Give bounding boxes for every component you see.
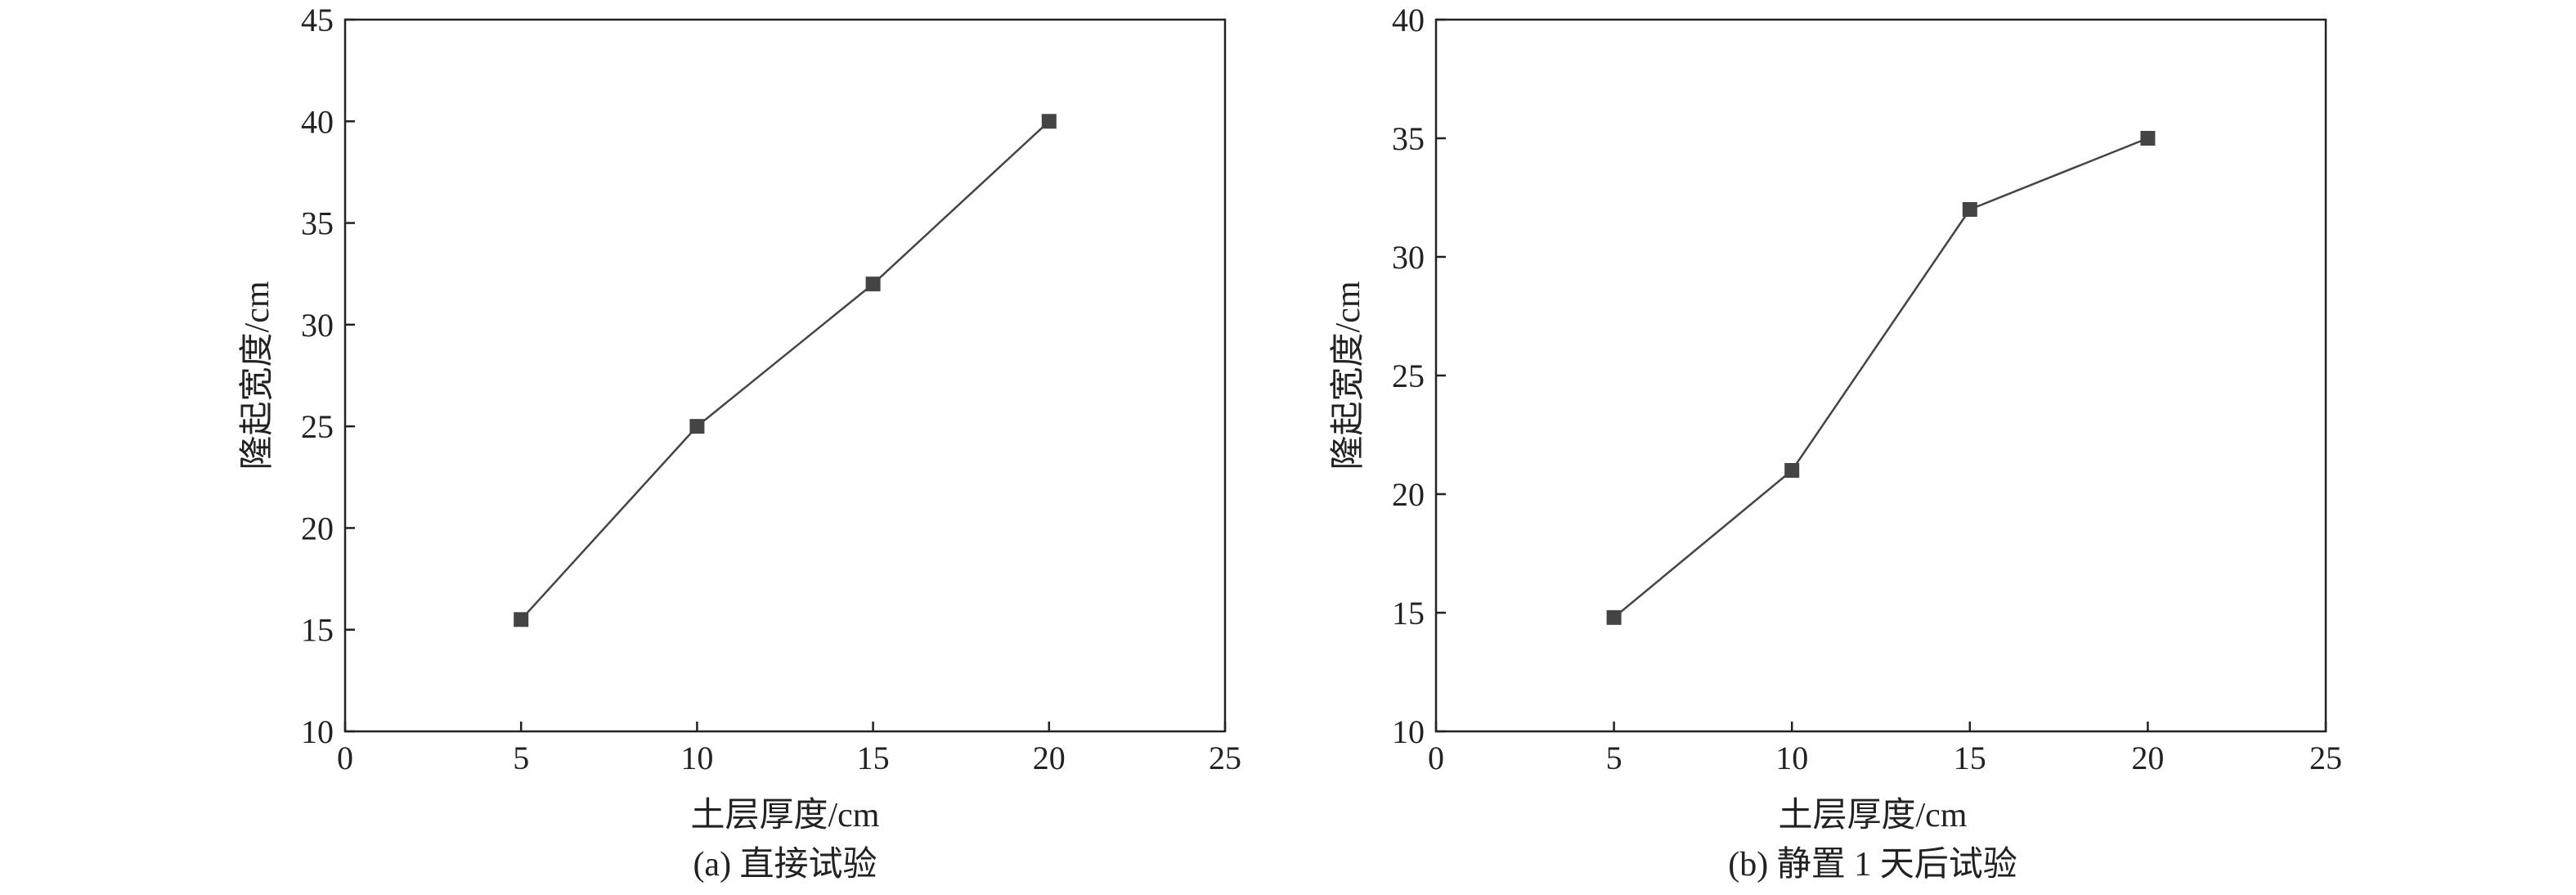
- data-point-marker: [514, 612, 529, 627]
- data-point-marker: [1041, 114, 1057, 129]
- x-tick-label: 15: [857, 740, 890, 776]
- series-line: [520, 120, 1050, 621]
- y-tick-label: 40: [301, 103, 334, 140]
- data-point-marker: [1784, 463, 1800, 478]
- x-ticks-b: 0 5 10 15 20 25: [1428, 722, 2342, 776]
- data-point-marker: [1606, 609, 1622, 625]
- plot-frame-a: [343, 18, 1227, 733]
- x-tick-label: 20: [1033, 740, 1066, 776]
- y-axis-label-b: 隆起宽度/cm: [1329, 281, 1367, 470]
- y-tick-label: 20: [1392, 476, 1425, 513]
- data-point-marker: [865, 277, 881, 292]
- y-axis-label-a: 隆起宽度/cm: [238, 281, 276, 470]
- y-ticks-b: 10 15 20 25 30 35 40: [1392, 2, 1446, 750]
- x-tick-label: 25: [2309, 740, 2342, 776]
- data-point-marker: [689, 419, 705, 434]
- series-line: [1613, 137, 2148, 618]
- y-tick-label: 10: [1392, 713, 1425, 750]
- x-tick-label: 10: [1775, 740, 1808, 776]
- x-axis-label-a: 土层厚度/cm: [691, 797, 880, 834]
- y-ticks-a: 10 15 20 25 30 35 40 45: [301, 2, 355, 750]
- plot-frame-b: [1434, 18, 2327, 733]
- x-tick-label: 15: [1954, 740, 1986, 776]
- x-tick-label: 0: [337, 740, 353, 776]
- x-ticks-a: 0 5 10 15 20 25: [337, 722, 1241, 776]
- x-tick-label: 20: [2131, 740, 2164, 776]
- y-tick-label: 35: [301, 205, 334, 242]
- panel-b: 0 5 10 15 20 25 10 15 20 25 30 35 40 土层厚度/cm 隆起宽度/c…: [1329, 2, 2342, 884]
- x-tick-label: 10: [680, 740, 713, 776]
- caption-b: (b) 静置 1 天后试验: [1728, 845, 2017, 884]
- x-axis-label-b: 土层厚度/cm: [1779, 797, 1968, 834]
- y-tick-label: 10: [301, 713, 334, 750]
- y-tick-label: 25: [1392, 358, 1425, 394]
- y-tick-label: 25: [301, 408, 334, 445]
- series-b: [1606, 131, 2156, 625]
- caption-a: (a) 直接试验: [693, 845, 877, 884]
- y-tick-label: 20: [301, 510, 334, 546]
- panel-a: 0 5 10 15 20 25 10 15 20 25 30 35 40 45 土层厚度/cm 隆起宽度…: [238, 2, 1241, 884]
- data-point-marker: [1962, 202, 1977, 217]
- y-tick-label: 15: [301, 612, 334, 649]
- y-tick-label: 45: [301, 2, 334, 38]
- x-tick-label: 5: [513, 740, 529, 776]
- y-tick-label: 30: [301, 307, 334, 344]
- y-tick-label: 35: [1392, 120, 1425, 157]
- y-tick-label: 15: [1392, 595, 1425, 632]
- x-tick-label: 5: [1606, 740, 1622, 776]
- x-tick-label: 0: [1428, 740, 1444, 776]
- data-point-marker: [2140, 131, 2156, 146]
- x-tick-label: 25: [1209, 740, 1241, 776]
- y-tick-label: 30: [1392, 239, 1425, 276]
- y-tick-label: 40: [1392, 2, 1425, 38]
- series-a: [514, 114, 1057, 627]
